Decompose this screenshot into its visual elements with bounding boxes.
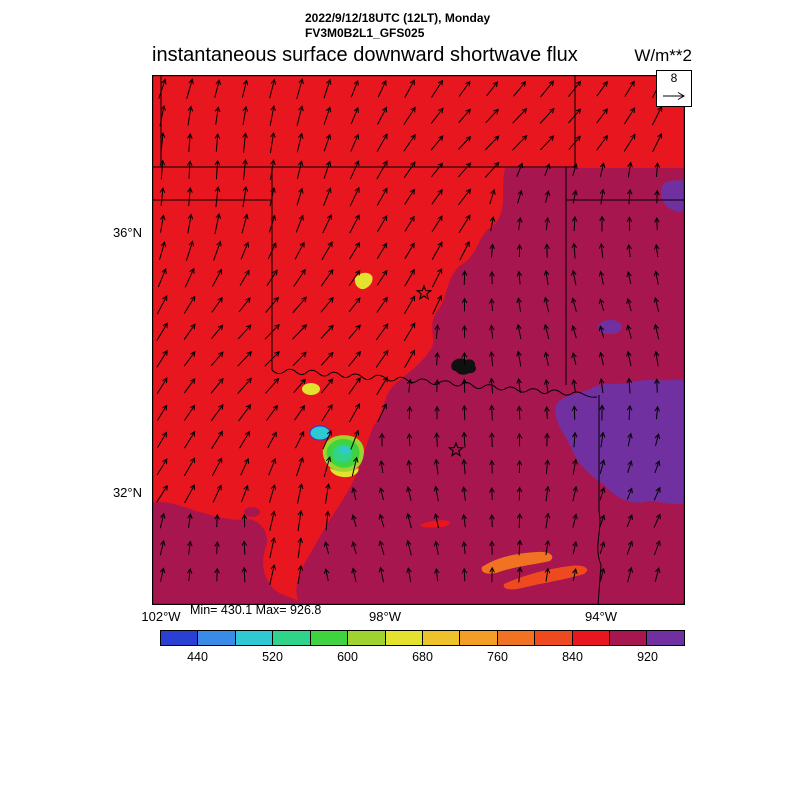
model-name: FV3M0B2L1_GFS025 (305, 26, 425, 40)
colorbar-cell-640-680 (384, 630, 423, 646)
red-river-border (271, 368, 598, 398)
star-marker (415, 284, 433, 300)
plot-title: instantaneous surface downward shortwave… (152, 44, 578, 66)
star-marker (447, 441, 465, 457)
colorbar-tick-label: 920 (637, 650, 658, 664)
plot-units: W/m**2 (634, 46, 692, 65)
cloud-yellow-arc (354, 272, 373, 290)
map-frame (152, 75, 685, 605)
wind-reference-box: 8 (656, 70, 692, 107)
wind-vectors (156, 78, 663, 586)
colorbar-cell-840-880 (571, 630, 611, 646)
orange-streak-1 (481, 551, 553, 574)
lake-marker (451, 358, 477, 375)
lat-label-36n: 36°N (112, 225, 142, 240)
wind-reference-arrow-icon (663, 92, 685, 100)
colorbar-tick-label: 440 (187, 650, 208, 664)
colorbar-cell-720-760 (459, 630, 498, 646)
wind-reference-value: 8 (670, 71, 678, 85)
colorbar-cell-760-800 (496, 630, 536, 646)
cloud-fringe-yellow (330, 468, 359, 478)
orange-streak-2 (503, 565, 588, 590)
colorbar-cell-440-480 (197, 630, 236, 646)
colorbar-cell-880-920 (609, 630, 648, 646)
colorbar-cell-400-440 (160, 630, 199, 646)
colorbar-cell-920-960 (646, 630, 685, 646)
lon-label-98w: 98°W (369, 609, 401, 624)
cloud-cyan-spot (309, 425, 331, 441)
colorbar-cell-680-720 (421, 630, 461, 646)
colorbar-cell-520-560 (272, 630, 311, 646)
colorbar-labels: 440 520 600 680 760 840 920 (160, 650, 685, 665)
state-border (597, 395, 602, 606)
map-svg (152, 75, 685, 606)
colorbar-tick-label: 520 (262, 650, 283, 664)
run-info: 2022/9/12/18UTC (12LT), Monday FV3M0B2L1… (305, 11, 490, 41)
colorbar-tick-label: 600 (337, 650, 358, 664)
colorbar-cell-600-640 (347, 630, 386, 646)
colorbar-cell-800-840 (534, 630, 573, 646)
colorbar-cell-560-600 (309, 630, 349, 646)
lon-label-94w: 94°W (585, 609, 617, 624)
cloud-yellow-spot (302, 383, 320, 395)
title-row: instantaneous surface downward shortwave… (152, 44, 692, 67)
colorbar-cell-480-520 (234, 630, 274, 646)
colorbar-tick-label: 680 (412, 650, 433, 664)
crimson-speck (244, 507, 260, 517)
map-plot (152, 75, 685, 606)
colorbar-tick-label: 760 (487, 650, 508, 664)
colorbar (160, 630, 685, 646)
colorbar-tick-label: 840 (562, 650, 583, 664)
cloud-cyan-core (340, 446, 350, 454)
region-east-crimson (296, 168, 685, 605)
purple-edge-patch (661, 180, 685, 212)
region-purple-patch (555, 379, 685, 505)
red-streak (420, 520, 450, 528)
minmax-stats: Min= 430.1 Max= 926.8 (190, 603, 322, 617)
purple-speck (598, 320, 622, 334)
lat-label-32n: 32°N (112, 485, 142, 500)
lon-label-102w: 102°W (141, 609, 181, 624)
valid-time: 2022/9/12/18UTC (12LT), Monday (305, 11, 491, 25)
